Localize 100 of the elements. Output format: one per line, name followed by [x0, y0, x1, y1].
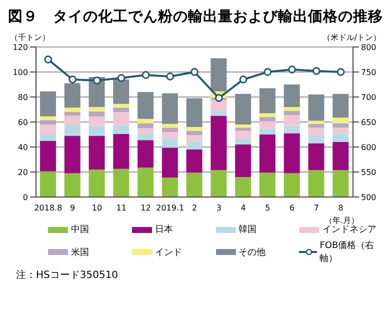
bar — [284, 173, 300, 197]
y-tick-label: 100 — [12, 68, 28, 77]
bar — [113, 125, 130, 134]
point — [190, 68, 198, 76]
bar — [138, 123, 154, 128]
bar — [64, 116, 80, 124]
point — [214, 94, 223, 102]
bar — [284, 115, 300, 126]
bar — [284, 84, 300, 107]
x-tick-label: 7 — [314, 204, 319, 213]
bar — [210, 58, 227, 92]
bar — [284, 110, 300, 116]
point — [312, 67, 320, 75]
bar — [308, 128, 324, 136]
y-tick-label: 20 — [18, 168, 28, 177]
bar — [235, 144, 252, 177]
bar — [88, 111, 105, 116]
legend-label: 韓国 — [238, 224, 256, 236]
bar — [64, 108, 80, 112]
bar — [88, 170, 105, 197]
bar — [40, 171, 56, 197]
bar — [186, 141, 202, 150]
legend-label: 中国 — [71, 224, 89, 236]
y-axis-title: （千トン） — [10, 32, 50, 43]
bar — [88, 116, 105, 126]
bar — [235, 138, 252, 144]
bar — [138, 92, 154, 119]
bar — [88, 136, 105, 170]
point — [44, 56, 52, 64]
bar — [40, 134, 56, 141]
bar — [308, 120, 324, 124]
bar — [332, 170, 349, 197]
bar — [235, 130, 252, 138]
bar — [308, 143, 324, 170]
bar — [186, 130, 202, 136]
y2-tick-label: 500 — [361, 192, 376, 202]
bar — [186, 98, 202, 127]
bar — [332, 142, 349, 170]
point — [239, 76, 248, 84]
legend-label: FOB価格（右軸） — [320, 240, 376, 265]
bar — [138, 140, 154, 168]
bar — [162, 93, 178, 124]
bar — [210, 110, 227, 116]
y2-tick-label: 550 — [361, 168, 376, 177]
bar — [162, 124, 178, 128]
point — [142, 71, 150, 79]
y2-axis-title: （米ドル/トン） — [322, 32, 381, 43]
bar — [235, 124, 252, 128]
x-tick-label: 6 — [289, 204, 295, 213]
y2-tick-label: 650 — [361, 118, 376, 127]
bar — [113, 104, 130, 108]
x-axis-title: （年.月） — [324, 216, 359, 225]
text: 注：HSコード350510 — [15, 268, 120, 282]
y-tick-label: 40 — [18, 142, 28, 152]
x-tick-label: 10 — [92, 204, 102, 213]
bar — [332, 94, 349, 118]
bar — [308, 135, 324, 144]
bar — [138, 118, 154, 124]
bar — [235, 128, 252, 131]
point — [93, 76, 101, 84]
bar — [259, 88, 276, 114]
bar — [138, 168, 154, 197]
bar — [332, 133, 349, 142]
chart-title: 図９ タイの化工でん粉の輸出量および輸出価格の推移 — [8, 8, 383, 26]
bar — [162, 178, 178, 197]
bar — [235, 94, 252, 124]
bar — [259, 117, 276, 122]
bar — [186, 150, 202, 173]
bar — [308, 94, 324, 121]
y-tick-label: 120 — [12, 42, 28, 52]
bar — [64, 173, 80, 197]
bar — [308, 170, 324, 197]
x-tick-label: 2018.8 — [34, 204, 62, 213]
bar — [210, 170, 227, 197]
bar — [40, 124, 56, 134]
bar — [259, 128, 276, 134]
bar — [186, 172, 202, 197]
bar — [64, 83, 80, 108]
bar — [284, 107, 300, 111]
bar — [113, 168, 130, 197]
bar — [259, 113, 276, 117]
bar — [162, 128, 178, 132]
y2-tick-label: 700 — [361, 92, 376, 102]
bar — [113, 112, 130, 126]
bar — [88, 126, 105, 136]
bar — [332, 128, 349, 134]
legend-label: 日本 — [154, 224, 173, 236]
x-tick-label: 4 — [240, 204, 246, 213]
legend-label: その他 — [238, 246, 266, 258]
bar — [162, 148, 178, 178]
bar — [259, 121, 276, 128]
x-tick-label: 2 — [192, 204, 198, 213]
bar — [40, 140, 56, 172]
bar — [186, 135, 202, 142]
bar — [162, 138, 178, 148]
x-tick-label: 5 — [265, 204, 270, 213]
bar — [113, 80, 130, 104]
bar — [138, 133, 154, 140]
x-tick-label: 8 — [338, 204, 344, 213]
point — [166, 72, 174, 80]
